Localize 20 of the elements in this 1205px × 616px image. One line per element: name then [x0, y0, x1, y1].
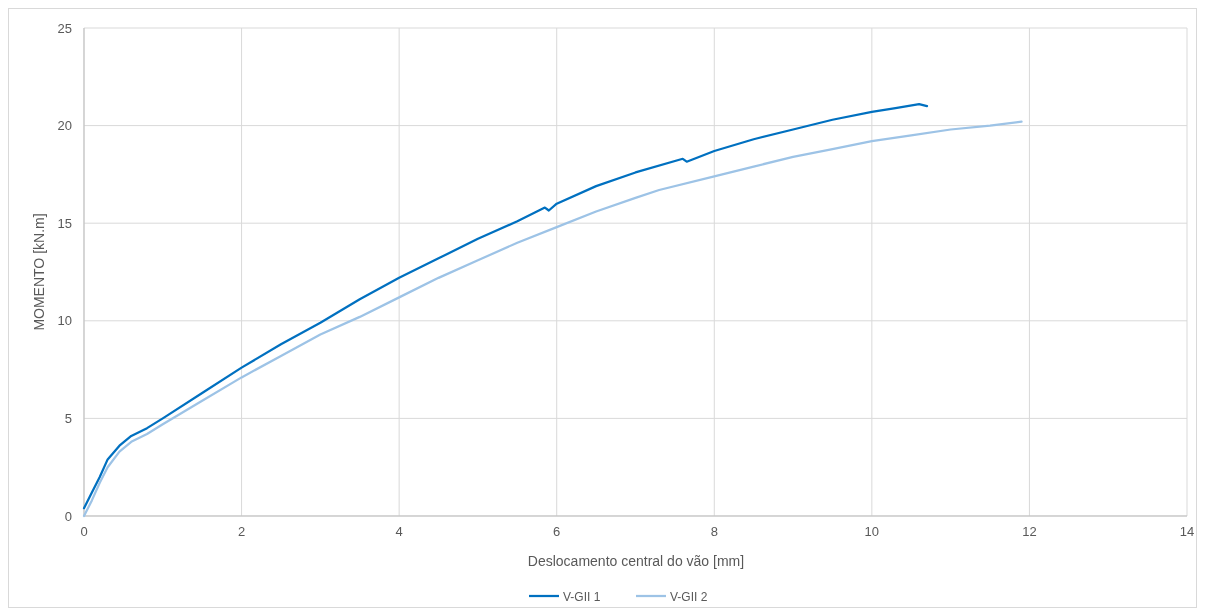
x-axis-title: Deslocamento central do vão [mm]: [527, 553, 745, 569]
line-series: [82, 103, 929, 510]
x-tick-label: 4: [395, 524, 403, 539]
x-tick-label: 10: [864, 524, 880, 539]
y-tick-label: 5: [64, 410, 72, 426]
x-tick-label: 14: [1179, 524, 1195, 539]
x-tick-label: 2: [237, 524, 246, 539]
y-axis-title: MOMENTO [kN.m]: [31, 213, 47, 331]
x-tick-label: 8: [710, 524, 718, 539]
legend-label: V-GII 1: [563, 589, 601, 604]
y-tick-label: 20: [57, 118, 72, 134]
x-tick-label: 12: [1022, 524, 1037, 539]
x-tick-label: 6: [553, 524, 561, 539]
x-tick-label: 0: [80, 524, 88, 539]
y-tick-label: 0: [64, 508, 72, 524]
legend-label: V-GII 2: [670, 589, 708, 604]
y-tick-label: 25: [57, 20, 72, 36]
y-tick-label: 10: [57, 313, 72, 329]
line-series: [82, 120, 1023, 518]
y-tick-label: 15: [57, 215, 72, 231]
